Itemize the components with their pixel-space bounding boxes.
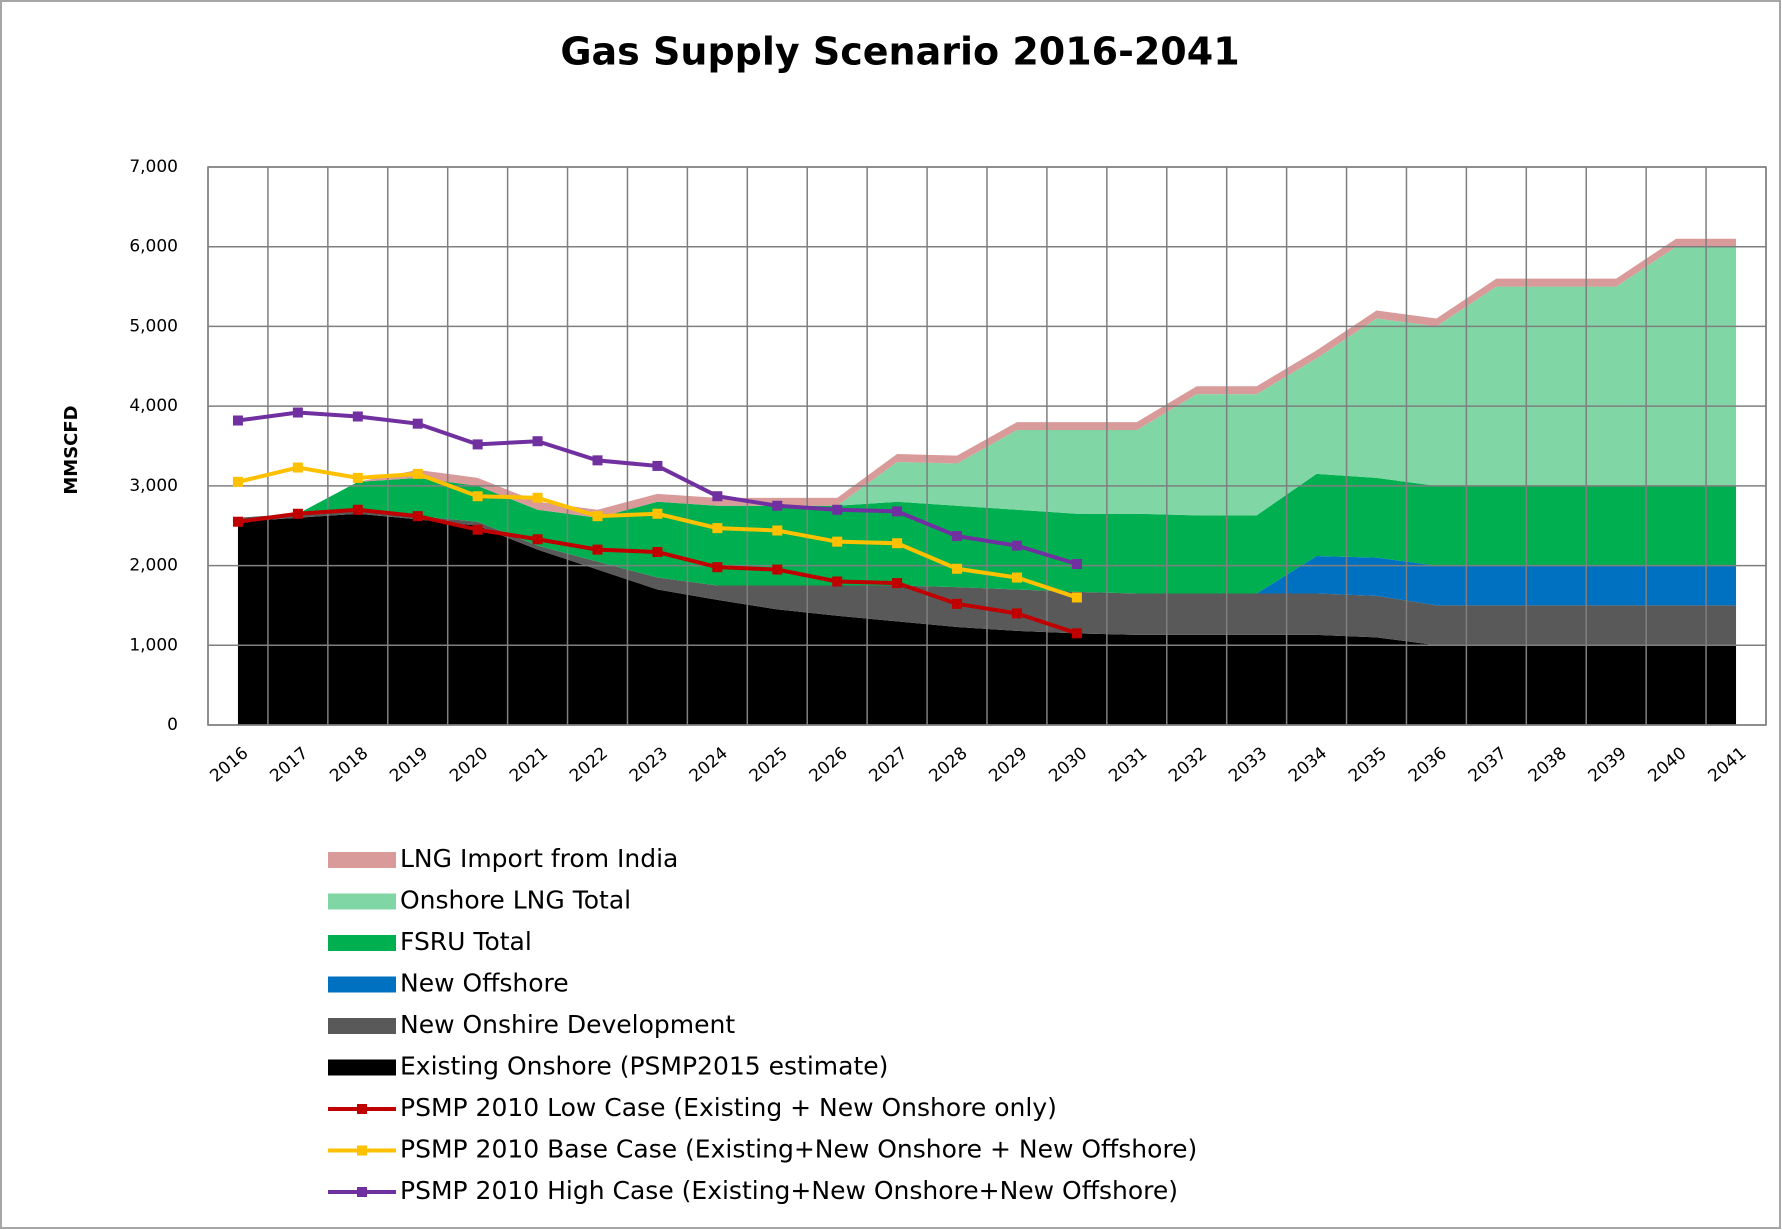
y-tick-label: 4,000 bbox=[129, 396, 178, 416]
y-tick-label: 1,000 bbox=[129, 635, 178, 655]
line-marker bbox=[1071, 592, 1082, 603]
line-marker bbox=[1011, 540, 1022, 551]
legend-label: New Onshire Development bbox=[400, 1010, 735, 1039]
legend-swatch bbox=[328, 1059, 396, 1076]
line-marker bbox=[952, 531, 963, 542]
line-marker bbox=[412, 511, 423, 522]
line-marker bbox=[292, 462, 303, 473]
legend-swatch bbox=[328, 893, 396, 910]
line-marker bbox=[772, 500, 783, 511]
line-marker bbox=[532, 436, 543, 447]
legend-swatch bbox=[328, 935, 396, 951]
line-marker bbox=[832, 576, 843, 587]
line-marker bbox=[232, 476, 243, 487]
line-marker bbox=[712, 491, 723, 502]
legend-marker bbox=[357, 1104, 367, 1114]
area bbox=[237, 513, 1737, 725]
line-marker bbox=[832, 536, 843, 547]
legend-swatch bbox=[328, 976, 396, 993]
y-tick-label: 2,000 bbox=[129, 556, 178, 576]
line-marker bbox=[472, 491, 483, 502]
line-marker bbox=[1011, 608, 1022, 619]
line-marker bbox=[412, 468, 423, 479]
area bbox=[237, 509, 1737, 646]
legend-label: PSMP 2010 High Case (Existing+New Onshor… bbox=[400, 1176, 1178, 1205]
legend-swatch bbox=[328, 852, 396, 868]
line-marker bbox=[592, 455, 603, 466]
line-marker bbox=[1011, 572, 1022, 583]
line-marker bbox=[292, 508, 303, 519]
line-marker bbox=[1071, 628, 1082, 639]
line-marker bbox=[1071, 558, 1082, 569]
legend-label: LNG Import from India bbox=[400, 844, 678, 873]
line-marker bbox=[652, 508, 663, 519]
line-marker bbox=[652, 547, 663, 558]
line-marker bbox=[892, 538, 903, 549]
line-marker bbox=[472, 439, 483, 450]
line-marker bbox=[292, 407, 303, 418]
legend-label: Existing Onshore (PSMP2015 estimate) bbox=[400, 1052, 888, 1081]
legend-label: PSMP 2010 Base Case (Existing+New Onshor… bbox=[400, 1135, 1197, 1164]
line-marker bbox=[352, 411, 363, 422]
line-marker bbox=[412, 418, 423, 429]
line-marker bbox=[532, 492, 543, 503]
line-marker bbox=[472, 524, 483, 535]
line-marker bbox=[772, 564, 783, 575]
y-axis-label: MMSCFD bbox=[61, 405, 82, 494]
legend-label: Onshore LNG Total bbox=[400, 886, 631, 915]
line-marker bbox=[232, 516, 243, 527]
area bbox=[237, 509, 1737, 606]
legend-label: FSRU Total bbox=[400, 927, 532, 956]
line-marker bbox=[952, 563, 963, 574]
line-marker bbox=[832, 504, 843, 515]
line-marker bbox=[352, 472, 363, 483]
line-marker bbox=[952, 598, 963, 609]
y-tick-label: 0 bbox=[167, 715, 178, 735]
line-marker bbox=[592, 544, 603, 555]
legend-swatch bbox=[328, 1018, 396, 1034]
area bbox=[237, 246, 1737, 518]
line-marker bbox=[892, 506, 903, 517]
legend-label: PSMP 2010 Low Case (Existing + New Onsho… bbox=[400, 1093, 1057, 1122]
line-marker bbox=[532, 534, 543, 545]
line-marker bbox=[712, 523, 723, 534]
line-marker bbox=[232, 415, 243, 426]
line-marker bbox=[772, 525, 783, 536]
line-marker bbox=[592, 511, 603, 522]
legend-marker bbox=[357, 1145, 367, 1156]
y-tick-label: 6,000 bbox=[129, 237, 178, 257]
line-marker bbox=[892, 578, 903, 589]
legend-label: New Offshore bbox=[400, 969, 569, 998]
plot-border bbox=[207, 166, 1767, 726]
line-marker bbox=[352, 504, 363, 515]
y-tick-label: 7,000 bbox=[129, 157, 178, 177]
y-tick-label: 5,000 bbox=[129, 316, 178, 336]
legend-marker bbox=[357, 1187, 367, 1197]
chart-title: Gas Supply Scenario 2016-2041 bbox=[560, 30, 1239, 74]
y-tick-label: 3,000 bbox=[129, 476, 178, 496]
line-marker bbox=[652, 460, 663, 471]
line-marker bbox=[712, 562, 723, 573]
